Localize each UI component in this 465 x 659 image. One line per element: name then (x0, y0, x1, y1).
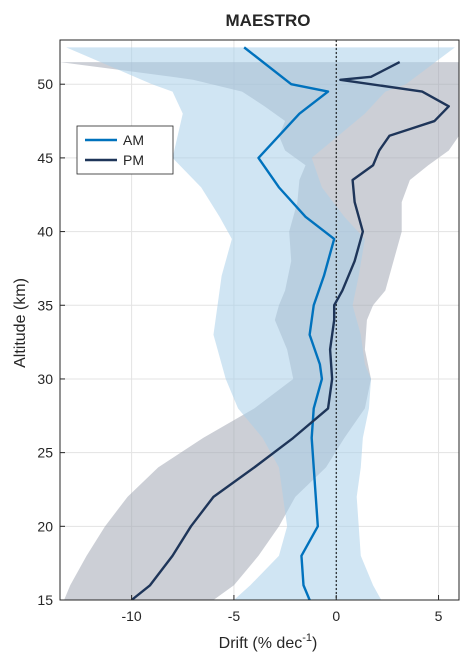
x-tick-label: 0 (332, 608, 340, 624)
legend-am-label: AM (123, 132, 144, 148)
legend: AM PM (76, 125, 174, 175)
pm-drift-line (130, 61, 450, 600)
y-tick-label: 45 (37, 150, 53, 166)
am-uncertainty-band (66, 47, 455, 600)
y-tick-label: 35 (37, 297, 53, 313)
y-tick-label: 50 (37, 76, 53, 92)
axes-box (59, 39, 460, 601)
y-tick-label: 40 (37, 224, 53, 240)
am-drift-line (243, 46, 336, 600)
x-tick-label: -5 (228, 608, 241, 624)
x-axis-label: Drift (% dec-1) (219, 632, 318, 652)
uncertainty-bands (60, 47, 459, 600)
x-axis-label-main: Drift (% dec (219, 635, 303, 652)
chart-title: MAESTRO (226, 11, 311, 30)
x-axis-label-superscript: -1 (302, 632, 312, 644)
y-tick-label: 25 (37, 445, 53, 461)
x-tick-label: 5 (435, 608, 443, 624)
axis-ticks: -10 -5 0 5 15 20 25 30 35 40 45 50 (37, 76, 442, 624)
y-tick-label: 15 (37, 592, 53, 608)
y-axis-label: Altitude (km) (12, 278, 29, 368)
series-lines (130, 46, 450, 600)
x-axis-label-close: ) (312, 635, 317, 652)
pm-uncertainty-band (60, 62, 459, 600)
y-tick-label: 20 (37, 518, 53, 534)
legend-box (76, 125, 174, 175)
y-tick-label: 30 (37, 371, 53, 387)
x-tick-label: -10 (121, 608, 141, 624)
legend-pm-label: PM (123, 152, 144, 168)
